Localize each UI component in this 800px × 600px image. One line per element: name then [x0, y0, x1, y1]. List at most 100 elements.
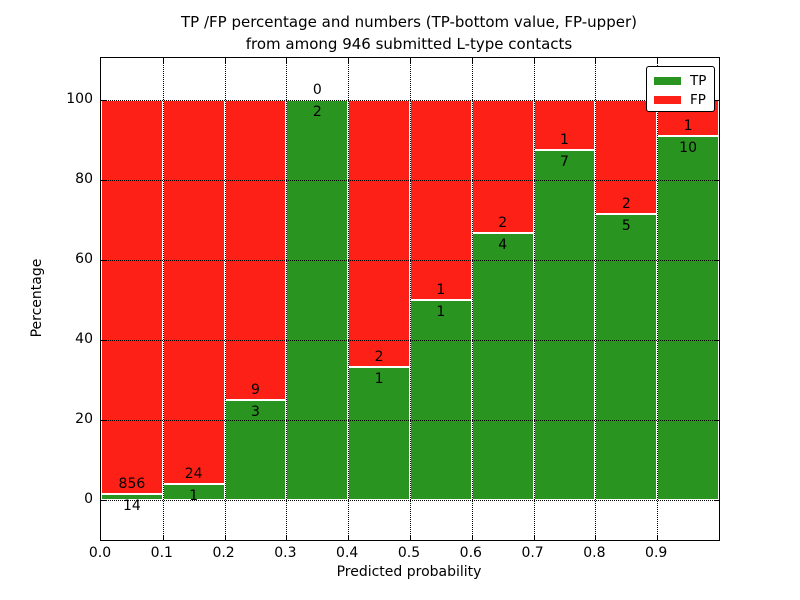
legend: TP FP: [646, 66, 715, 112]
bar-segment-fp: [348, 100, 410, 367]
x-tick-mark: [162, 535, 164, 540]
x-tick-mark: [471, 535, 473, 540]
tp-swatch-icon: [654, 76, 681, 85]
vertical-gridline: [657, 58, 659, 540]
vertical-gridline: [162, 58, 164, 540]
tp-count-annotation: 1: [189, 488, 199, 504]
fp-count-annotation: 2: [374, 348, 384, 365]
x-tick-mark: [533, 535, 535, 540]
x-tick-mark: [595, 58, 597, 63]
fp-count-annotation: 2: [498, 215, 508, 232]
bar-segment-tp: [595, 214, 658, 500]
chart-title-line1: TP /FP percentage and numbers (TP-bottom…: [181, 13, 637, 31]
vertical-gridline: [348, 58, 350, 540]
vertical-gridline: [595, 58, 597, 540]
legend-item-fp: FP: [647, 90, 714, 109]
x-tick-mark: [286, 535, 288, 540]
y-tick-label: 80: [75, 171, 93, 187]
y-tick-mark: [101, 420, 106, 421]
x-tick-mark: [657, 535, 659, 540]
legend-item-tp: TP: [647, 71, 714, 90]
x-tick-label: 0.1: [150, 545, 173, 561]
vertical-gridline: [410, 58, 411, 540]
bar-segment-fp: [162, 100, 225, 484]
y-tick-label: 0: [84, 491, 93, 507]
x-tick-label: 0.9: [645, 545, 668, 561]
x-axis-label: Predicted probability: [336, 564, 482, 580]
fp-count-annotation: 856: [118, 475, 146, 492]
bar-segment-tp: [286, 100, 349, 500]
y-axis-label: Percentage: [29, 258, 45, 338]
tp-count-annotation: 10: [679, 140, 697, 157]
tp-count-annotation: 14: [122, 497, 141, 514]
x-tick-mark: [286, 58, 288, 63]
y-tick-mark: [714, 340, 719, 341]
tp-count-annotation: 4: [498, 237, 508, 254]
x-tick-mark: [533, 58, 535, 63]
x-tick-label: 0.8: [583, 545, 606, 561]
bar-segment-tp: [410, 300, 472, 500]
fp-count-annotation: 0: [312, 82, 322, 98]
x-tick-mark: [162, 58, 164, 63]
bar-segment-tp: [657, 136, 719, 500]
tp-count-annotation: 1: [374, 370, 384, 387]
y-tick-mark: [714, 260, 719, 261]
bar-segment-tp: [348, 366, 410, 500]
bar-segment-tp: [224, 400, 287, 500]
x-tick-mark: [224, 535, 226, 540]
bar-segment-tp: [533, 150, 596, 500]
fp-count-annotation: 1: [560, 132, 569, 148]
y-tick-mark: [101, 260, 106, 261]
fp-count-annotation: 9: [251, 382, 260, 398]
plot-area: TP FP 856 14 24 1 9 3 0 2 2 1 1 1 2 4 1 7 2 5 1 10: [100, 57, 720, 541]
x-tick-label: 0.0: [88, 545, 112, 561]
x-tick-mark: [348, 535, 350, 540]
y-tick-mark: [714, 420, 719, 421]
y-tick-label: 20: [75, 411, 93, 427]
fp-count-annotation: 2: [621, 196, 631, 213]
y-tick-label: 60: [75, 251, 93, 267]
bar-segment-fp: [224, 100, 287, 400]
tp-count-annotation: 2: [312, 104, 322, 120]
fp-count-annotation: 24: [184, 466, 203, 482]
vertical-gridline: [286, 58, 288, 540]
x-tick-mark: [348, 58, 350, 63]
legend-label-fp: FP: [690, 91, 706, 108]
fp-count-annotation: 1: [436, 282, 446, 298]
x-tick-mark: [410, 535, 411, 540]
y-tick-label: 40: [75, 331, 93, 347]
x-tick-label: 0.5: [397, 545, 421, 561]
legend-label-tp: TP: [690, 72, 707, 89]
x-tick-label: 0.3: [274, 545, 297, 561]
bar-segment-fp: [101, 100, 163, 494]
fp-swatch-icon: [654, 95, 681, 104]
x-tick-label: 0.2: [212, 545, 235, 561]
bar-segment-tp: [101, 493, 163, 500]
x-tick-mark: [224, 58, 226, 63]
x-tick-mark: [410, 58, 411, 63]
vertical-gridline: [471, 58, 473, 540]
y-tick-mark: [101, 500, 106, 501]
tp-count-annotation: 5: [621, 218, 631, 235]
y-tick-mark: [714, 500, 719, 501]
chart-title: TP /FP percentage and numbers (TP-bottom…: [100, 11, 718, 55]
x-tick-mark: [595, 535, 597, 540]
tp-count-annotation: 1: [436, 304, 446, 320]
x-tick-mark: [471, 58, 473, 63]
y-tick-mark: [101, 100, 106, 101]
y-tick-mark: [714, 180, 719, 181]
bar-segment-fp: [410, 100, 472, 300]
y-tick-mark: [714, 100, 719, 101]
x-tick-label: 0.6: [459, 545, 482, 561]
y-tick-label: 100: [66, 91, 93, 107]
x-tick-label: 0.7: [521, 545, 544, 561]
bar-segment-fp: [471, 100, 534, 234]
vertical-gridline: [533, 58, 535, 540]
y-tick-mark: [101, 340, 106, 341]
fp-count-annotation: 1: [683, 118, 693, 135]
x-tick-mark: [657, 58, 659, 63]
chart-title-line2: from among 946 submitted L-type contacts: [245, 35, 573, 53]
vertical-gridline: [224, 58, 226, 540]
y-tick-mark: [101, 180, 106, 181]
